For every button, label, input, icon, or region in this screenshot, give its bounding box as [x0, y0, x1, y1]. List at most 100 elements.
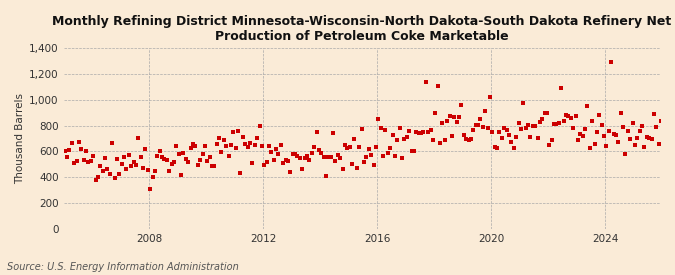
Point	[439, 137, 450, 142]
Point	[516, 126, 526, 131]
Point	[335, 156, 346, 160]
Point	[653, 142, 664, 146]
Point	[449, 115, 460, 119]
Point	[185, 145, 196, 150]
Point	[111, 157, 122, 161]
Point	[90, 178, 101, 182]
Point	[161, 158, 172, 163]
Point	[74, 139, 84, 144]
Point	[547, 138, 558, 142]
Point	[433, 84, 443, 88]
Point	[145, 187, 156, 192]
Point	[563, 114, 574, 118]
Point	[259, 163, 270, 168]
Point	[610, 133, 621, 138]
Point	[171, 144, 182, 148]
Point	[502, 128, 512, 132]
Point	[133, 136, 144, 140]
Point	[625, 137, 636, 141]
Point	[392, 138, 403, 142]
Point	[83, 160, 94, 164]
Point	[288, 152, 298, 156]
Point	[188, 142, 198, 146]
Point	[651, 125, 661, 130]
Point	[147, 175, 158, 180]
Point	[577, 134, 588, 138]
Point	[221, 144, 232, 148]
Point	[627, 120, 638, 125]
Point	[541, 111, 552, 115]
Point	[269, 158, 279, 162]
Point	[603, 129, 614, 133]
Point	[228, 130, 239, 134]
Point	[164, 169, 175, 173]
Point	[480, 109, 491, 114]
Point	[299, 155, 310, 160]
Point	[535, 120, 545, 124]
Point	[377, 153, 388, 158]
Point	[190, 144, 200, 148]
Point	[556, 86, 566, 90]
Point	[373, 116, 383, 121]
Title: Monthly Refining District Minnesota-Wisconsin-North Dakota-South Dakota Refinery: Monthly Refining District Minnesota-Wisc…	[52, 15, 672, 43]
Point	[130, 163, 141, 167]
Point	[62, 155, 73, 159]
Point	[477, 125, 488, 129]
Point	[169, 160, 180, 164]
Point	[385, 145, 396, 150]
Point	[225, 143, 236, 147]
Point	[114, 172, 125, 176]
Point	[368, 163, 379, 167]
Point	[637, 124, 647, 128]
Point	[361, 154, 372, 159]
Point	[328, 131, 339, 135]
Point	[263, 144, 274, 149]
Point	[194, 158, 205, 162]
Point	[596, 123, 607, 127]
Point	[380, 127, 391, 132]
Point	[308, 144, 319, 149]
Point	[387, 133, 398, 138]
Point	[468, 128, 479, 133]
Point	[491, 146, 502, 150]
Point	[302, 154, 313, 158]
Point	[494, 129, 505, 134]
Point	[587, 119, 597, 123]
Point	[585, 146, 595, 150]
Point	[537, 117, 547, 121]
Point	[655, 119, 666, 123]
Point	[292, 154, 303, 158]
Point	[333, 153, 344, 158]
Point	[454, 115, 464, 119]
Point	[532, 136, 543, 140]
Point	[485, 95, 495, 99]
Point	[173, 152, 184, 156]
Point	[214, 136, 225, 140]
Point	[513, 120, 524, 125]
Point	[470, 123, 481, 128]
Point	[601, 144, 612, 148]
Point	[430, 111, 441, 115]
Point	[349, 137, 360, 142]
Point	[580, 127, 591, 131]
Point	[511, 134, 522, 139]
Point	[599, 134, 610, 138]
Text: Source: U.S. Energy Information Administration: Source: U.S. Energy Information Administ…	[7, 262, 238, 272]
Point	[539, 111, 550, 115]
Point	[452, 120, 462, 124]
Point	[159, 157, 170, 161]
Point	[566, 116, 576, 120]
Point	[323, 155, 333, 160]
Point	[461, 137, 472, 141]
Point	[389, 153, 400, 158]
Point	[371, 145, 381, 150]
Point	[525, 135, 536, 139]
Point	[413, 131, 424, 136]
Point	[591, 130, 602, 134]
Point	[399, 136, 410, 141]
Point	[66, 141, 77, 145]
Point	[663, 148, 674, 152]
Point	[285, 169, 296, 174]
Point	[254, 124, 265, 128]
Point	[142, 167, 153, 172]
